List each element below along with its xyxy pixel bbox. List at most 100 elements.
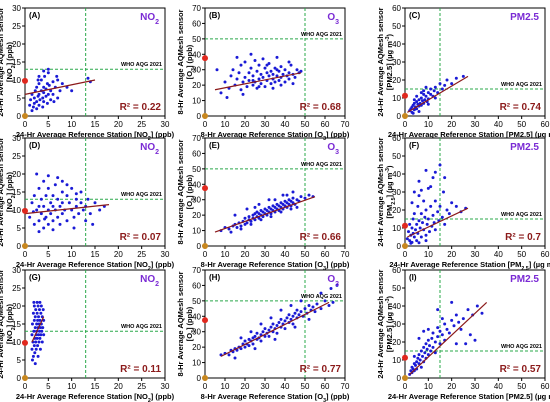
data-point <box>34 340 38 344</box>
data-point <box>283 319 287 323</box>
data-point <box>37 315 41 319</box>
data-point <box>303 307 307 311</box>
data-point <box>419 365 423 369</box>
origin-marker <box>22 243 28 249</box>
data-point <box>251 83 255 87</box>
r-squared-label: R² = 0.11 <box>120 364 161 375</box>
data-point <box>32 318 36 322</box>
data-point <box>275 74 279 78</box>
data-point <box>429 185 433 189</box>
y-tick-label: 30 <box>12 266 21 275</box>
y-axis-label-line2: [NO2] (ppb) <box>5 304 17 344</box>
y-tick-label: 10 <box>392 224 401 233</box>
y-axis-label-line2: [PM2.5] (µg m-3) <box>385 165 397 218</box>
data-point <box>417 219 421 223</box>
data-point <box>51 194 55 198</box>
data-point <box>443 83 447 87</box>
x-tick-label: 50 <box>301 250 310 259</box>
y-tick-label: 50 <box>392 152 401 161</box>
data-point <box>424 233 428 237</box>
panel-letter: (C) <box>409 11 420 20</box>
y-tick-label: 0 <box>197 112 202 121</box>
pollutant-label: PM2.5 <box>510 142 539 153</box>
data-point <box>329 287 333 291</box>
data-point <box>415 94 419 98</box>
y-tick-label: 70 <box>192 266 201 275</box>
x-tick-label: 70 <box>341 250 350 259</box>
data-point <box>239 227 243 231</box>
data-point <box>412 235 416 239</box>
data-point <box>299 69 303 73</box>
data-point <box>253 334 257 338</box>
data-point <box>34 308 38 312</box>
x-tick-label: 70 <box>341 120 350 129</box>
data-point <box>251 79 255 83</box>
data-point <box>239 347 243 351</box>
data-point <box>425 347 429 351</box>
data-point <box>281 72 285 76</box>
who-label: WHO AQG 2021 <box>121 324 162 330</box>
data-point <box>46 174 50 178</box>
panel-i: 0 10 20 30 40 50 60 0 10 20 30 40 50 60 WHO AQG 2021 (I… <box>376 266 550 401</box>
x-tick-label: 0 <box>23 120 28 129</box>
data-point <box>430 336 434 340</box>
data-point <box>74 197 78 201</box>
data-point <box>247 79 251 83</box>
data-point <box>41 96 45 100</box>
data-point <box>433 199 437 203</box>
axis-marker <box>22 339 28 346</box>
data-point <box>223 80 227 84</box>
pollutant-label: NO2 <box>140 12 159 26</box>
x-tick-label: 25 <box>137 120 146 129</box>
data-point <box>259 322 263 326</box>
y-tick-label: 50 <box>392 22 401 31</box>
data-point <box>454 342 458 346</box>
data-point <box>307 303 311 307</box>
x-tick-label: 10 <box>424 120 433 129</box>
data-point <box>38 98 42 102</box>
panel-letter: (E) <box>209 141 220 150</box>
data-point <box>32 329 36 333</box>
data-point <box>269 82 273 86</box>
data-point <box>247 71 251 75</box>
data-point <box>225 95 229 99</box>
data-point <box>287 77 291 81</box>
x-tick-label: 10 <box>221 382 230 391</box>
data-point <box>426 327 430 331</box>
panel-c: 0 10 20 30 40 50 60 0 10 20 30 40 50 60 WHO AQG 2021 (C… <box>376 4 550 139</box>
data-point <box>37 74 41 78</box>
data-point <box>38 318 42 322</box>
data-point <box>457 320 461 324</box>
data-point <box>253 218 257 222</box>
data-point <box>412 354 416 358</box>
data-point <box>98 208 102 212</box>
axis-marker <box>22 207 28 214</box>
data-point <box>86 197 90 201</box>
data-point <box>35 85 39 89</box>
y-axis-label-line2: [O3] (ppb) <box>185 44 197 79</box>
data-point <box>43 217 47 221</box>
y-tick-label: 10 <box>392 356 401 365</box>
origin-marker <box>202 243 208 249</box>
data-point <box>243 216 247 220</box>
data-point <box>49 98 53 102</box>
x-tick-label: 10 <box>221 120 230 129</box>
data-point <box>323 299 327 303</box>
data-point <box>35 336 39 340</box>
data-point <box>291 196 295 200</box>
y-tick-label: 10 <box>12 338 21 347</box>
data-point <box>265 63 269 67</box>
x-tick-label: 30 <box>261 382 270 391</box>
data-point <box>253 347 257 351</box>
x-tick-label: 0 <box>203 250 208 259</box>
data-point <box>412 101 416 105</box>
data-point <box>450 300 454 304</box>
data-point <box>261 75 265 79</box>
data-point <box>436 335 440 339</box>
y-axis-label-line1: 8-Hr Average AQMesh sensor <box>176 271 185 376</box>
data-point <box>219 91 223 95</box>
y-axis-label-line1: 24-Hr Average AQMesh sensor <box>376 7 385 116</box>
data-point <box>52 100 56 104</box>
data-point <box>227 227 231 231</box>
pollutant-label: PM2.5 <box>510 274 539 285</box>
